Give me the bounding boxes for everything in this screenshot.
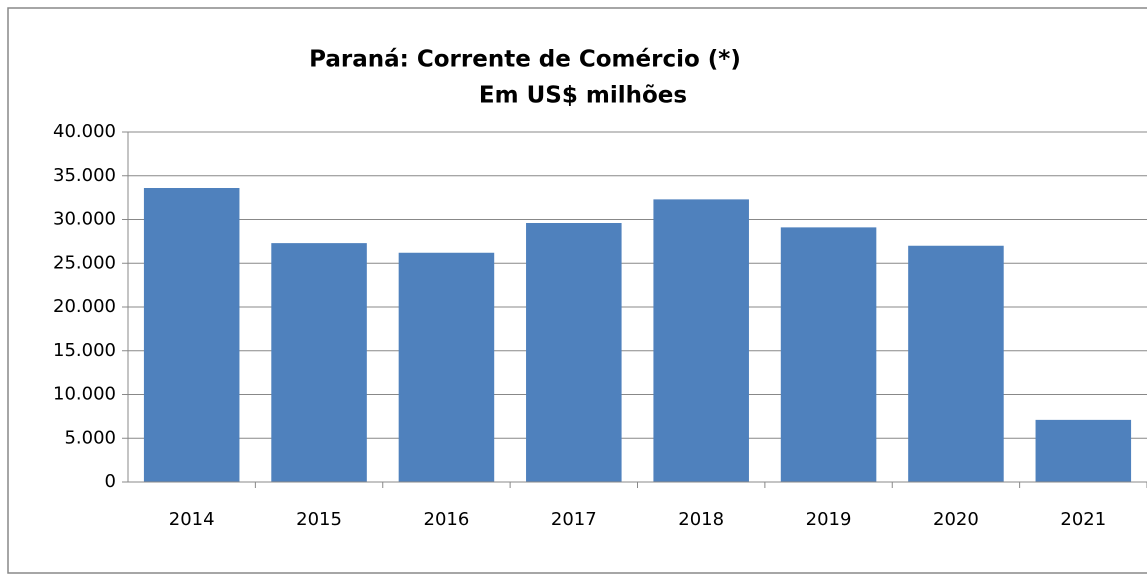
chart-subtitle: Em US$ milhões	[479, 83, 687, 109]
y-tick-label: 15.000	[53, 340, 116, 361]
y-tick-label: 35.000	[53, 165, 116, 186]
chart-title: Paraná: Corrente de Comércio (*)	[309, 47, 741, 73]
x-tick-label: 2018	[678, 509, 724, 530]
bar	[398, 252, 495, 482]
y-tick-label: 0	[105, 471, 116, 492]
bar	[143, 188, 240, 482]
x-tick-label: 2017	[551, 509, 597, 530]
y-tick-label: 10.000	[53, 384, 116, 405]
bar	[271, 243, 367, 482]
bar	[1035, 419, 1132, 482]
y-tick-label: 30.000	[53, 209, 116, 230]
x-tick-label: 2021	[1060, 509, 1106, 530]
x-tick-label: 2015	[296, 509, 342, 530]
bar	[526, 223, 622, 482]
y-tick-label: 5.000	[64, 427, 116, 448]
bar	[780, 227, 877, 482]
x-tick-label: 2019	[806, 509, 852, 530]
bar	[908, 245, 1004, 482]
x-tick-label: 2014	[169, 509, 215, 530]
y-tick-label: 20.000	[53, 296, 116, 317]
y-tick-label: 40.000	[53, 121, 116, 142]
x-tick-label: 2020	[933, 509, 979, 530]
y-tick-label: 25.000	[53, 252, 116, 273]
bar	[653, 199, 749, 482]
x-tick-label: 2016	[424, 509, 470, 530]
